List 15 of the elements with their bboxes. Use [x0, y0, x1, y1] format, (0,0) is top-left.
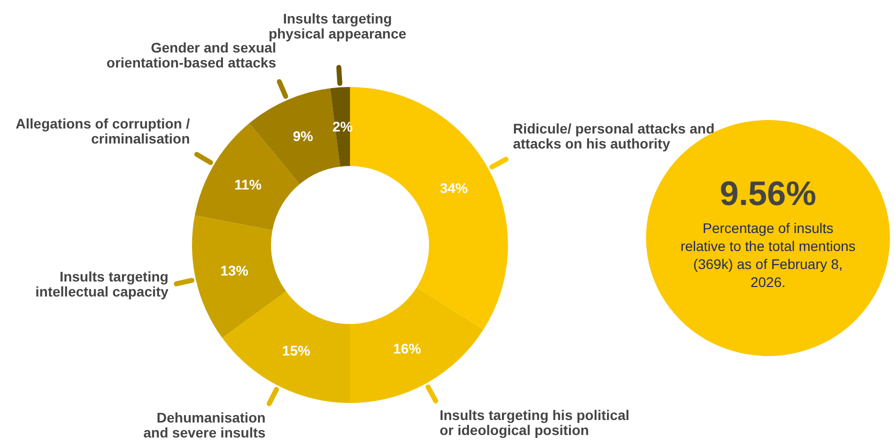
- data-label: 9%: [292, 128, 314, 144]
- slice-label: Insults targeting his political or ideological position: [440, 406, 630, 438]
- data-label: 34%: [440, 180, 468, 196]
- data-label: 16%: [393, 340, 422, 357]
- text: Percentage of insults relative to the total mentions (369k) as of February 8, 2026.: [680, 220, 856, 290]
- slice-label: Allegations of corruption / criminalisation: [16, 115, 190, 146]
- text: 9.56%: [720, 175, 816, 213]
- slice-label: Dehumanisation and severe insults: [143, 410, 266, 441]
- donut-slice: [192, 215, 286, 338]
- slice-label: Ridicule/ personal attacks and attacks on his authority: [512, 120, 715, 152]
- data-label: 11%: [234, 176, 262, 193]
- data-label: 15%: [282, 342, 311, 358]
- slice-label: Insults targeting physical appearance: [268, 10, 407, 42]
- data-label: 13%: [220, 262, 249, 279]
- slice-label: Insults targeting intellectual capacity: [35, 268, 169, 300]
